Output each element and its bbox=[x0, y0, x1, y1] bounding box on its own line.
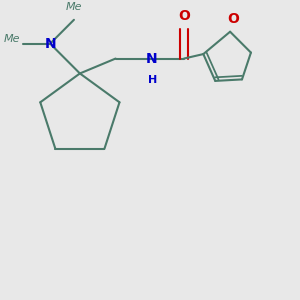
Text: O: O bbox=[178, 9, 190, 23]
Text: N: N bbox=[146, 52, 157, 66]
Text: Me: Me bbox=[4, 34, 20, 44]
Text: O: O bbox=[227, 12, 239, 26]
Text: H: H bbox=[148, 75, 158, 85]
Text: N: N bbox=[44, 37, 56, 51]
Text: Me: Me bbox=[66, 2, 82, 12]
